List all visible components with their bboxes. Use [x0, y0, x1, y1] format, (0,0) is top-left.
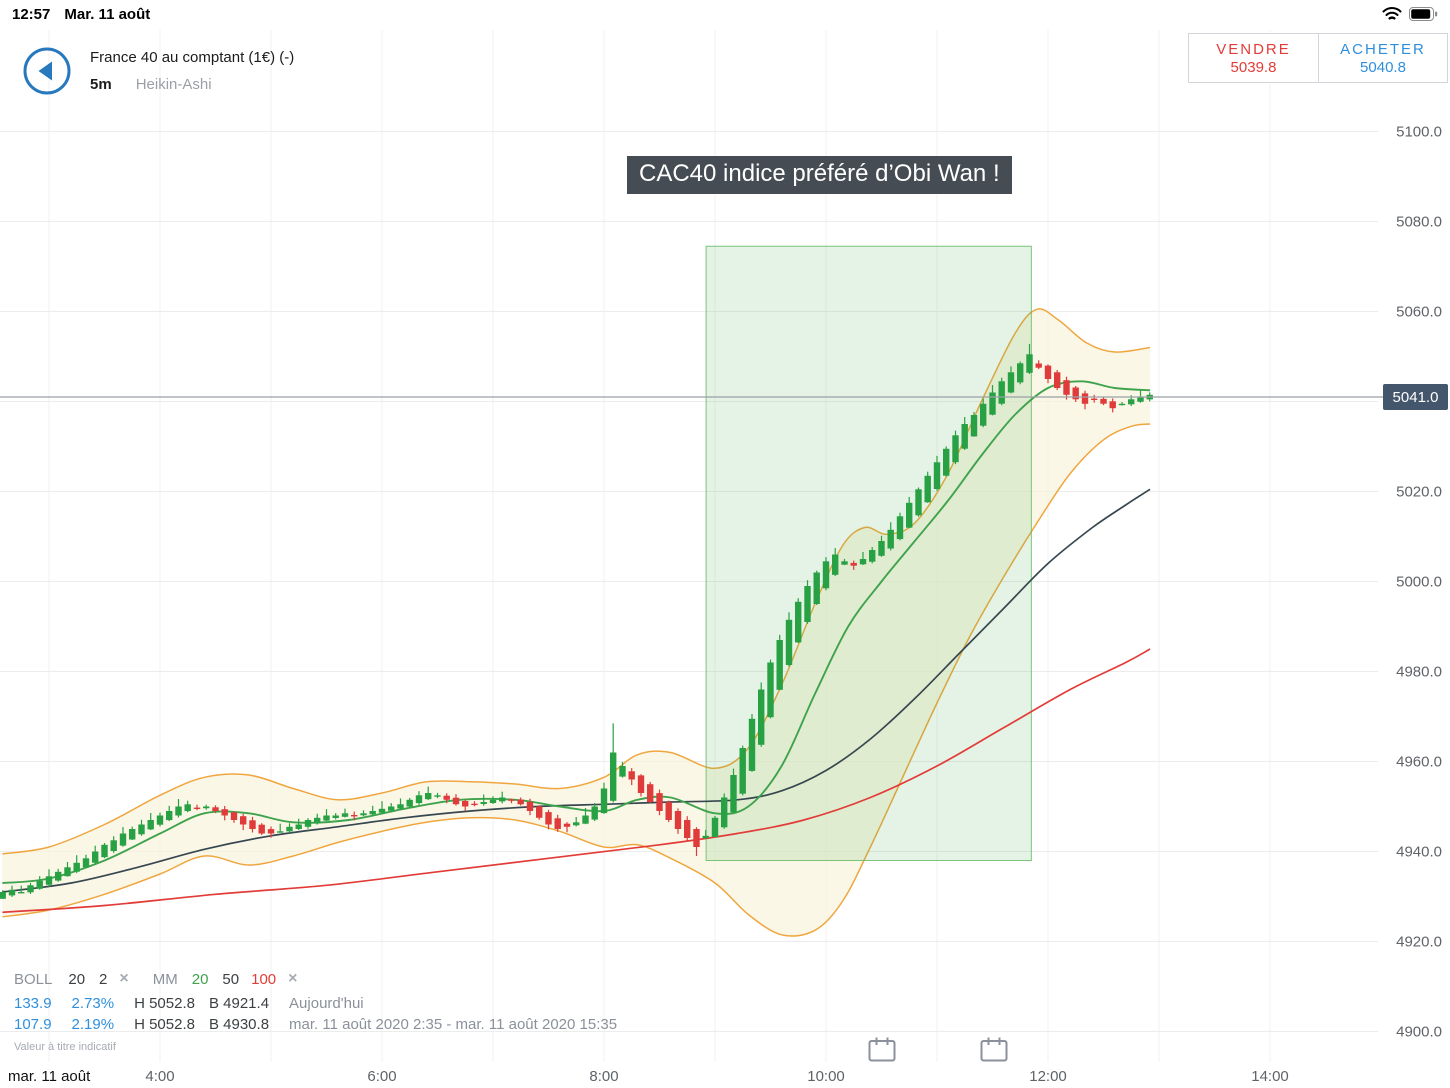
x-axis-tick: 12:00 — [1029, 1068, 1067, 1085]
grid-layer — [0, 30, 1378, 1062]
remove-mm-button[interactable]: × — [288, 970, 298, 987]
highlight-box — [705, 245, 1032, 861]
calendar-end-icon[interactable] — [980, 1037, 1008, 1065]
range-percent: 2.19% — [71, 1015, 115, 1033]
session-high: H 5052.8 — [134, 994, 195, 1012]
range-value: 107.9 — [14, 1015, 52, 1033]
mm-100: 100 — [251, 970, 277, 988]
svg-text:5100.0: 5100.0 — [1396, 124, 1442, 141]
mm-50: 50 — [222, 970, 240, 988]
y-axis-labels: 5100.0 5080.0 5060.0 5020.0 5000.0 4980.0 4960… — [1396, 124, 1442, 1041]
chart-settings-row: 5m Heikin-Ashi — [90, 76, 294, 93]
chart-type-selector[interactable]: Heikin-Ashi — [135, 76, 212, 93]
battery-icon — [1409, 7, 1438, 21]
status-left: 12:57 Mar. 11 août — [12, 6, 150, 23]
moving-averages — [2, 380, 1151, 914]
svg-text:5041.0: 5041.0 — [1393, 389, 1439, 406]
status-time: 12:57 — [12, 5, 51, 23]
buy-price: 5040.8 — [1360, 58, 1406, 76]
instrument-title: France 40 au comptant (1€) (-) — [90, 49, 295, 66]
range-percent: 2.73% — [71, 994, 115, 1012]
status-right — [1382, 6, 1438, 22]
calendar-start-icon[interactable] — [868, 1037, 896, 1065]
range-high: H 5052.8 — [134, 1015, 195, 1033]
back-button[interactable] — [22, 46, 72, 96]
svg-text:4960.0: 4960.0 — [1396, 754, 1442, 771]
svg-text:5020.0: 5020.0 — [1396, 484, 1442, 501]
sell-button[interactable]: VENDRE 5039.8 — [1189, 34, 1318, 82]
visible-range-stats-row: 107.9 2.19% H 5052.8 B 4930.8 mar. 11 ao… — [14, 1014, 617, 1034]
boll-period: 20 — [68, 970, 86, 988]
trade-buttons: VENDRE 5039.8 ACHETER 5040.8 — [1188, 33, 1448, 83]
chart-annotation: CAC40 indice préféré d’Obi Wan ! — [627, 156, 1012, 194]
disclaimer-text: Valeur à titre indicatif — [14, 1041, 116, 1053]
candles — [0, 343, 1153, 899]
range-low: B 4930.8 — [208, 1015, 270, 1033]
svg-text:5000.0: 5000.0 — [1396, 574, 1442, 591]
x-axis-tick: 14:00 — [1251, 1068, 1289, 1085]
svg-text:4900.0: 4900.0 — [1396, 1024, 1442, 1041]
boll-deviation: 2 — [99, 970, 108, 988]
x-axis-tick: 4:00 — [145, 1068, 175, 1085]
svg-text:5060.0: 5060.0 — [1396, 304, 1442, 321]
sell-label: VENDRE — [1216, 40, 1291, 58]
svg-text:4940.0: 4940.0 — [1396, 844, 1442, 861]
mm-20: 20 — [191, 970, 209, 988]
status-bar: 12:57 Mar. 11 août — [0, 0, 1450, 28]
svg-text:5080.0: 5080.0 — [1396, 214, 1442, 231]
remove-boll-button[interactable]: × — [119, 970, 129, 987]
x-axis-date-label: mar. 11 août — [8, 1068, 91, 1085]
chart-header: France 40 au comptant (1€) (-) 5m Heikin… — [22, 46, 294, 96]
buy-button[interactable]: ACHETER 5040.8 — [1318, 34, 1447, 82]
range-value: 133.9 — [14, 994, 52, 1012]
indicator-legend-row: BOLL 20 2 × MM 20 50 100 × — [14, 966, 617, 992]
bollinger-bands — [2, 308, 1151, 937]
current-price-badge: 5041.0 — [1383, 384, 1448, 410]
title-block: France 40 au comptant (1€) (-) 5m Heikin… — [90, 46, 294, 96]
timeframe-selector[interactable]: 5m — [90, 76, 112, 93]
x-axis-tick: 8:00 — [589, 1068, 619, 1085]
range-period: mar. 11 août 2020 2:35 - mar. 11 août 20… — [289, 1015, 618, 1033]
session-stats-row: 133.9 2.73% H 5052.8 B 4921.4 Aujourd'hu… — [14, 993, 617, 1013]
buy-label: ACHETER — [1340, 40, 1426, 58]
svg-text:4920.0: 4920.0 — [1396, 934, 1442, 951]
indicator-panel: BOLL 20 2 × MM 20 50 100 × 133.9 2.73% H… — [14, 966, 617, 1054]
status-date: Mar. 11 août — [64, 5, 151, 23]
x-axis-tick: 10:00 — [807, 1068, 845, 1085]
back-arrow-icon — [23, 47, 71, 95]
x-axis-tick: 6:00 — [367, 1068, 397, 1085]
svg-text:4980.0: 4980.0 — [1396, 664, 1442, 681]
x-axis[interactable]: mar. 11 août 4:00 6:00 8:00 10:00 12:00 14:00 — [0, 1066, 1450, 1088]
mm-label: MM — [152, 970, 178, 988]
wifi-icon — [1382, 7, 1402, 20]
sell-price: 5039.8 — [1230, 58, 1277, 76]
session-period: Aujourd'hui — [289, 994, 364, 1012]
boll-label: BOLL — [14, 970, 53, 988]
session-low: B 4921.4 — [208, 994, 270, 1012]
